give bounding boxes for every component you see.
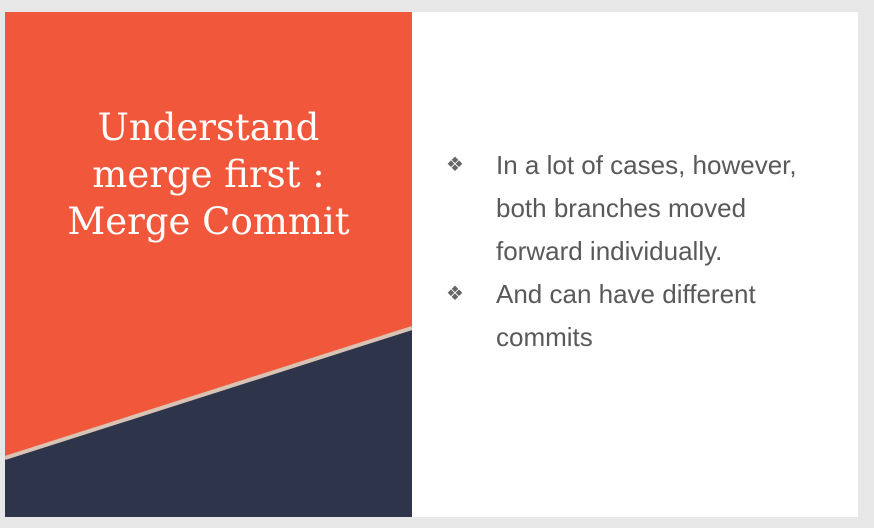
title-panel: Understand merge first : Merge Commit bbox=[5, 12, 412, 517]
dark-band-shape bbox=[5, 329, 412, 517]
bullet-item: ❖ And can have different commits bbox=[446, 273, 836, 359]
bullet-text: In a lot of cases, however, both branche… bbox=[496, 150, 797, 266]
decorative-band bbox=[5, 326, 412, 517]
bullet-item: ❖ In a lot of cases, however, both branc… bbox=[446, 144, 836, 273]
slide-title: Understand merge first : Merge Commit bbox=[67, 106, 350, 243]
bullet-list: ❖ In a lot of cases, however, both branc… bbox=[446, 144, 836, 359]
diamond-bullet-icon: ❖ bbox=[446, 283, 464, 305]
content-panel: ❖ In a lot of cases, however, both branc… bbox=[412, 12, 858, 517]
bullet-text: And can have different commits bbox=[496, 279, 756, 352]
diamond-bullet-icon: ❖ bbox=[446, 154, 464, 176]
slide: Understand merge first : Merge Commit ❖ … bbox=[5, 12, 858, 517]
band-divider bbox=[5, 326, 412, 460]
